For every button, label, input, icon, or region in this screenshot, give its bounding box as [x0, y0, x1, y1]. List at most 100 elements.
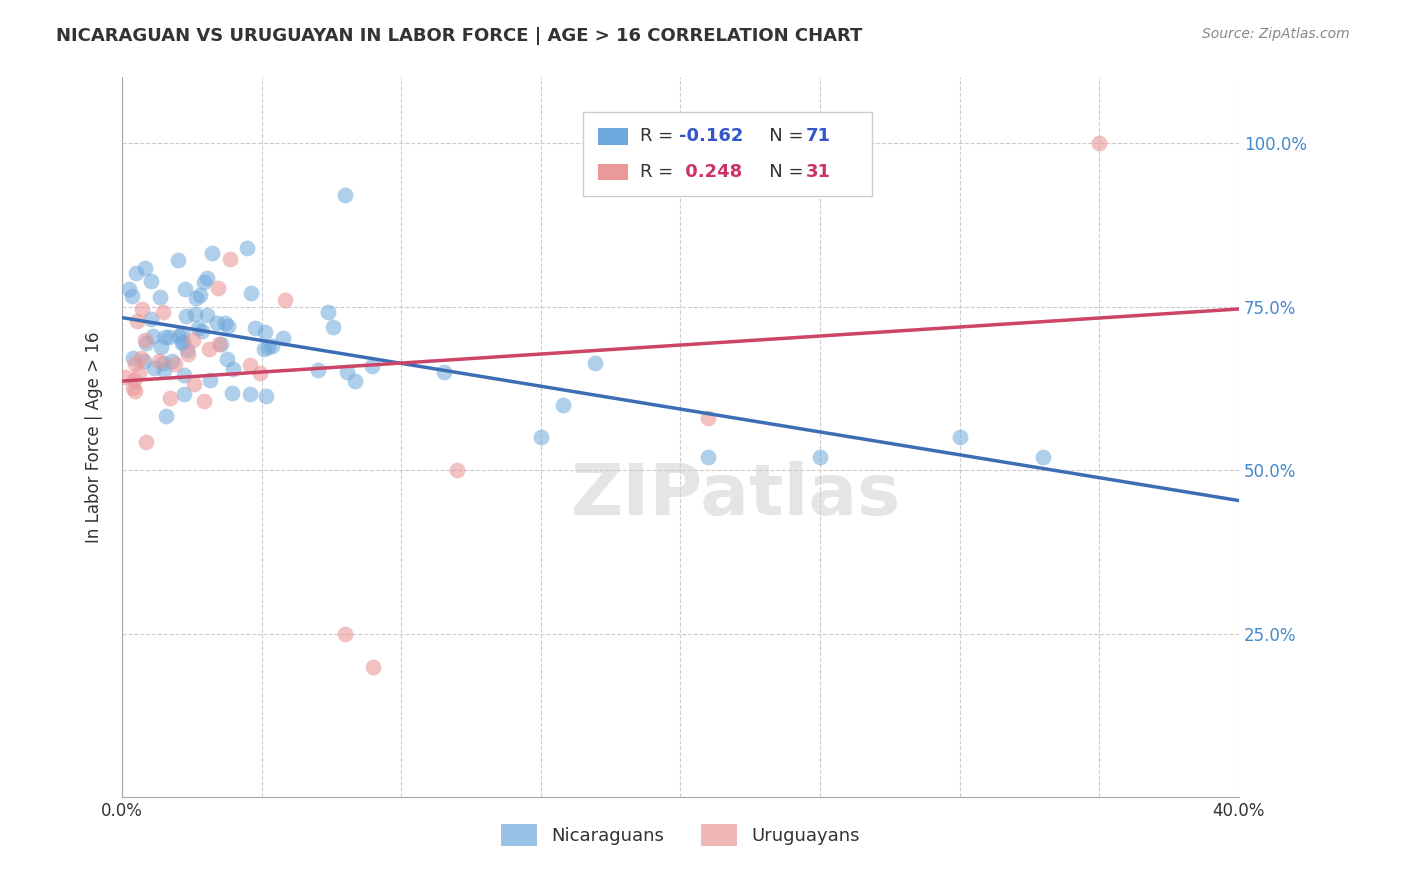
Uruguayans — [193, 393, 215, 408]
Nicaraguans — [172, 335, 194, 350]
Uruguayans — [124, 384, 146, 398]
Nicaraguans — [195, 308, 218, 322]
Nicaraguans — [335, 188, 357, 202]
Nicaraguans — [200, 245, 222, 260]
Nicaraguans — [174, 282, 197, 296]
Uruguayans — [446, 463, 468, 477]
Nicaraguans — [949, 430, 972, 444]
Uruguayans — [198, 342, 221, 356]
Nicaraguans — [166, 253, 188, 268]
Nicaraguans — [149, 340, 172, 354]
Uruguayans — [121, 381, 143, 395]
Nicaraguans — [240, 285, 263, 300]
Uruguayans — [1088, 136, 1111, 150]
Nicaraguans — [254, 389, 277, 403]
Nicaraguans — [239, 386, 262, 401]
Uruguayans — [207, 281, 229, 295]
Nicaraguans — [172, 335, 194, 350]
Nicaraguans — [236, 241, 259, 255]
Uruguayans — [114, 370, 136, 384]
Nicaraguans — [160, 354, 183, 368]
Text: 31: 31 — [806, 163, 831, 181]
Uruguayans — [122, 373, 145, 387]
Nicaraguans — [271, 331, 294, 345]
Nicaraguans — [184, 291, 207, 305]
Text: ZIPatlas: ZIPatlas — [571, 460, 901, 530]
Nicaraguans — [191, 324, 214, 338]
Nicaraguans — [343, 374, 366, 388]
Uruguayans — [152, 304, 174, 318]
Uruguayans — [208, 337, 231, 351]
Nicaraguans — [433, 365, 456, 379]
Nicaraguans — [170, 326, 193, 340]
Nicaraguans — [152, 355, 174, 369]
Nicaraguans — [257, 340, 280, 354]
Uruguayans — [128, 367, 150, 381]
Nicaraguans — [153, 363, 176, 377]
Nicaraguans — [174, 310, 197, 324]
Nicaraguans — [121, 288, 143, 302]
Nicaraguans — [222, 361, 245, 376]
Nicaraguans — [530, 430, 553, 444]
Text: 71: 71 — [806, 128, 831, 145]
Uruguayans — [181, 334, 204, 348]
Uruguayans — [218, 252, 240, 266]
Text: N =: N = — [752, 163, 810, 181]
Y-axis label: In Labor Force | Age > 16: In Labor Force | Age > 16 — [86, 332, 103, 543]
Nicaraguans — [125, 267, 148, 281]
Uruguayans — [135, 434, 157, 449]
Nicaraguans — [583, 356, 606, 370]
Nicaraguans — [214, 316, 236, 330]
Nicaraguans — [198, 373, 221, 387]
Nicaraguans — [697, 450, 720, 464]
Uruguayans — [249, 366, 271, 380]
Uruguayans — [163, 357, 186, 371]
Uruguayans — [159, 392, 181, 406]
Uruguayans — [125, 314, 148, 328]
Text: 0.248: 0.248 — [679, 163, 742, 181]
Uruguayans — [129, 351, 152, 365]
Uruguayans — [363, 659, 385, 673]
Nicaraguans — [1032, 450, 1054, 464]
Nicaraguans — [139, 311, 162, 326]
Nicaraguans — [139, 274, 162, 288]
Uruguayans — [131, 301, 153, 316]
Nicaraguans — [254, 326, 277, 340]
Nicaraguans — [122, 351, 145, 365]
Nicaraguans — [318, 305, 340, 319]
Nicaraguans — [173, 368, 195, 382]
Nicaraguans — [143, 361, 166, 376]
Nicaraguans — [135, 335, 157, 350]
Text: Source: ZipAtlas.com: Source: ZipAtlas.com — [1202, 27, 1350, 41]
Nicaraguans — [134, 261, 156, 276]
Nicaraguans — [155, 409, 177, 424]
Text: NICARAGUAN VS URUGUAYAN IN LABOR FORCE | AGE > 16 CORRELATION CHART: NICARAGUAN VS URUGUAYAN IN LABOR FORCE |… — [56, 27, 863, 45]
Text: -0.162: -0.162 — [679, 128, 744, 145]
Nicaraguans — [553, 397, 575, 411]
Uruguayans — [274, 293, 297, 307]
Nicaraguans — [167, 328, 190, 343]
Nicaraguans — [132, 354, 155, 368]
Nicaraguans — [307, 363, 329, 377]
Nicaraguans — [209, 337, 232, 351]
Nicaraguans — [184, 307, 207, 321]
Nicaraguans — [808, 450, 831, 464]
Nicaraguans — [157, 330, 180, 344]
Uruguayans — [335, 627, 357, 641]
Nicaraguans — [193, 276, 215, 290]
Nicaraguans — [142, 329, 165, 343]
Uruguayans — [239, 359, 262, 373]
Nicaraguans — [173, 387, 195, 401]
Nicaraguans — [118, 282, 141, 296]
Uruguayans — [148, 353, 170, 368]
Nicaraguans — [176, 343, 198, 358]
Nicaraguans — [253, 342, 276, 356]
Nicaraguans — [205, 317, 228, 331]
Nicaraguans — [149, 290, 172, 304]
Uruguayans — [697, 410, 720, 425]
Nicaraguans — [260, 339, 283, 353]
Legend: Nicaraguans, Uruguayans: Nicaraguans, Uruguayans — [494, 817, 868, 854]
Nicaraguans — [336, 365, 359, 379]
Text: N =: N = — [752, 128, 810, 145]
Nicaraguans — [195, 271, 218, 285]
